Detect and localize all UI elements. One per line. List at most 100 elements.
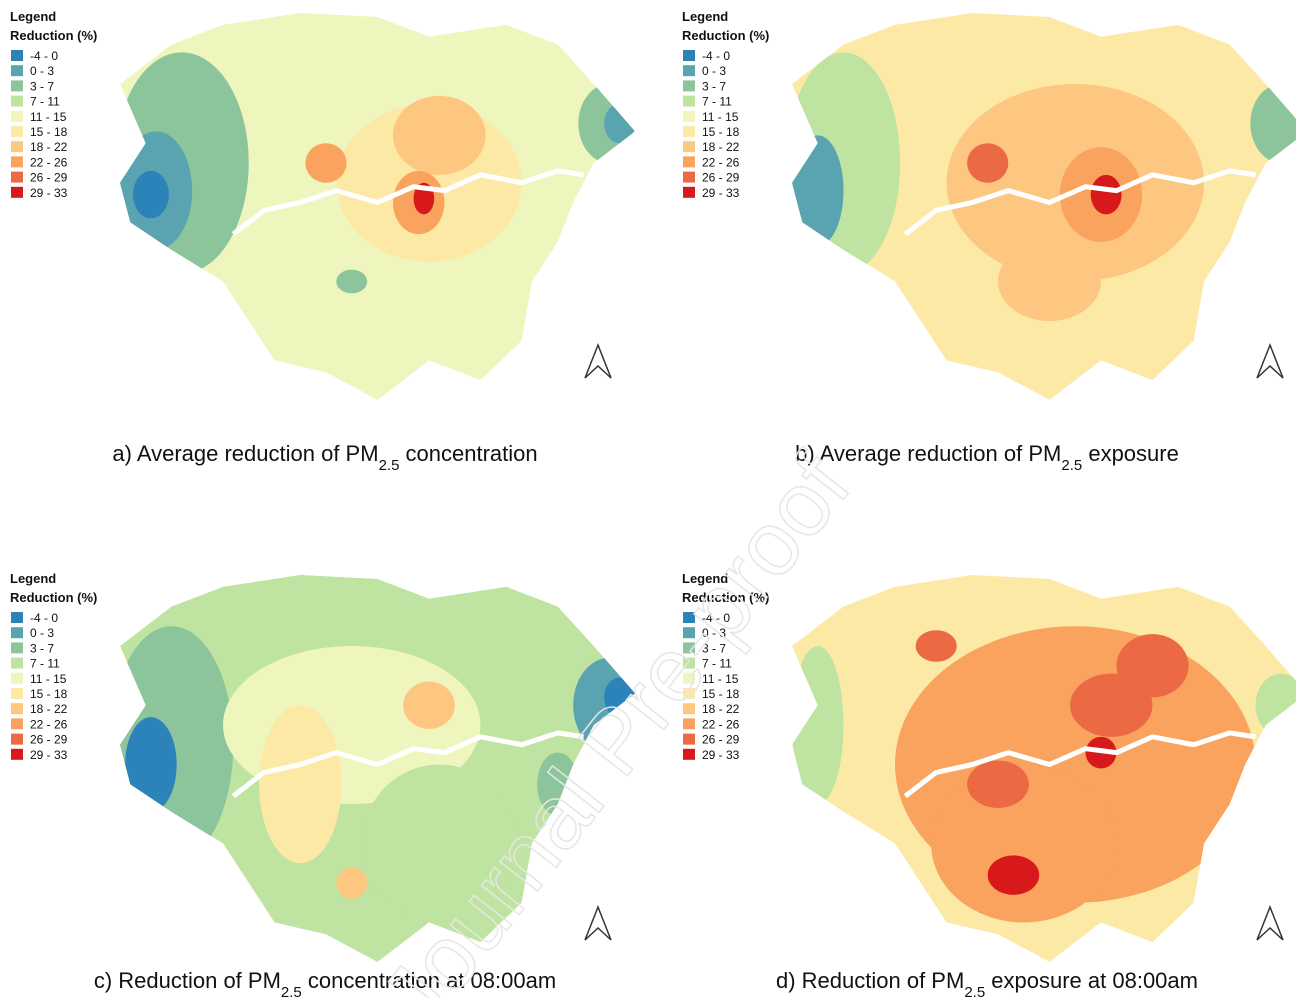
figure: LegendReduction (%)-4 - 00 - 33 - 77 - 1… [0, 0, 1296, 998]
legend-swatch [683, 187, 695, 198]
zone [998, 242, 1101, 321]
legend-item: 22 - 26 [702, 717, 740, 731]
zone [604, 104, 635, 144]
legend-swatch [11, 749, 23, 760]
legend-item: 26 - 29 [702, 171, 740, 185]
legend-swatch [11, 65, 23, 76]
legend-swatch [11, 50, 23, 61]
legend-swatch [11, 673, 23, 684]
legend-swatch [11, 627, 23, 638]
legend-item: 15 - 18 [30, 687, 68, 701]
zone [1116, 634, 1188, 697]
legend-item: 22 - 26 [30, 717, 68, 731]
legend-item: 11 - 15 [30, 672, 67, 686]
legend-swatch [683, 156, 695, 167]
legend-title: Legend [682, 9, 728, 24]
legend-item: 18 - 22 [702, 140, 740, 154]
caption-text: concentration [399, 441, 537, 466]
legend-item: -4 - 0 [702, 49, 730, 63]
map [115, 13, 640, 400]
legend-item: 29 - 33 [30, 186, 68, 200]
north-arrow [1257, 345, 1283, 378]
zone [1091, 175, 1122, 215]
zone [988, 855, 1039, 895]
legend-item: 7 - 11 [702, 95, 732, 109]
legend-item: 18 - 22 [30, 702, 68, 716]
legend-swatch [11, 96, 23, 107]
legend-swatch [11, 126, 23, 137]
legend-swatch [11, 718, 23, 729]
legend-item: 29 - 33 [702, 186, 740, 200]
caption-subscript: 2.5 [964, 984, 985, 998]
legend-swatch [11, 111, 23, 122]
legend-swatch [11, 156, 23, 167]
legend-subtitle: Reduction (%) [10, 28, 97, 43]
legend-swatch [683, 50, 695, 61]
zone [393, 96, 486, 175]
caption-text: c) Reduction of PM [94, 968, 281, 993]
legend-item: 15 - 18 [702, 125, 740, 139]
legend-swatch [683, 80, 695, 91]
zone [403, 682, 455, 729]
legend-swatch [11, 80, 23, 91]
legend-item: 0 - 3 [30, 64, 54, 78]
legend-item: 22 - 26 [702, 155, 740, 169]
caption-text: exposure [1082, 441, 1179, 466]
legend-item: 3 - 7 [30, 641, 54, 655]
caption-subscript: 2.5 [281, 984, 302, 998]
legend-item: 3 - 7 [30, 79, 54, 93]
legend-swatch [11, 734, 23, 745]
zone [125, 717, 177, 812]
legend-item: 29 - 33 [702, 748, 740, 762]
legend-item: 15 - 18 [30, 125, 68, 139]
caption: a) Average reduction of PM2.5 concentrat… [112, 441, 537, 474]
legend-title: Legend [10, 9, 56, 24]
caption-subscript: 2.5 [1061, 457, 1082, 474]
legend-swatch [11, 703, 23, 714]
caption-subscript: 2.5 [379, 457, 400, 474]
legend-item: -4 - 0 [30, 611, 58, 625]
legend-item: 26 - 29 [702, 733, 740, 747]
zone [967, 143, 1008, 183]
caption: d) Reduction of PM2.5 exposure at 08:00a… [776, 968, 1198, 998]
legend-swatch [683, 172, 695, 183]
map-panel: Legend Reduction (%) -4 - 00 - 33 - 7 7 - 1… [10, 9, 640, 400]
legend-subtitle: Reduction (%) [10, 590, 97, 605]
legend-item: 22 - 26 [30, 155, 68, 169]
legend-title: Legend [10, 571, 56, 586]
north-arrow [1257, 907, 1283, 940]
legend-item: 0 - 3 [702, 64, 726, 78]
legend-swatch [683, 141, 695, 152]
zone [967, 761, 1029, 808]
legend-swatch [11, 642, 23, 653]
legend-subtitle: Reduction (%) [682, 28, 769, 43]
legend-swatch [11, 658, 23, 669]
zone [787, 52, 900, 273]
zone [336, 867, 367, 899]
zone [916, 630, 957, 662]
map [787, 13, 1296, 400]
legend-item: 11 - 15 [702, 110, 739, 124]
zone [792, 646, 844, 804]
legend-swatch [683, 734, 695, 745]
north-arrow [585, 345, 611, 378]
legend-item: 26 - 29 [30, 733, 68, 747]
legend-swatch [11, 612, 23, 623]
legend-item: 29 - 33 [30, 748, 68, 762]
zone [336, 270, 367, 294]
legend-item: 7 - 11 [30, 657, 60, 671]
caption-text: b) Average reduction of PM [795, 441, 1061, 466]
caption: b) Average reduction of PM2.5 exposure [795, 441, 1179, 474]
legend-swatch [683, 111, 695, 122]
legend-item: -4 - 0 [30, 49, 58, 63]
caption-text: exposure at 08:00am [985, 968, 1198, 993]
legend-item: 7 - 11 [30, 95, 60, 109]
legend-item: 11 - 15 [30, 110, 67, 124]
legend-item: 3 - 7 [702, 79, 726, 93]
legend-swatch [11, 187, 23, 198]
map-panel: Legend Reduction (%) -4 - 00 - 33 - 7 7 - 1… [682, 9, 1296, 400]
legend-swatch [11, 172, 23, 183]
caption-text: d) Reduction of PM [776, 968, 964, 993]
legend-swatch [683, 96, 695, 107]
